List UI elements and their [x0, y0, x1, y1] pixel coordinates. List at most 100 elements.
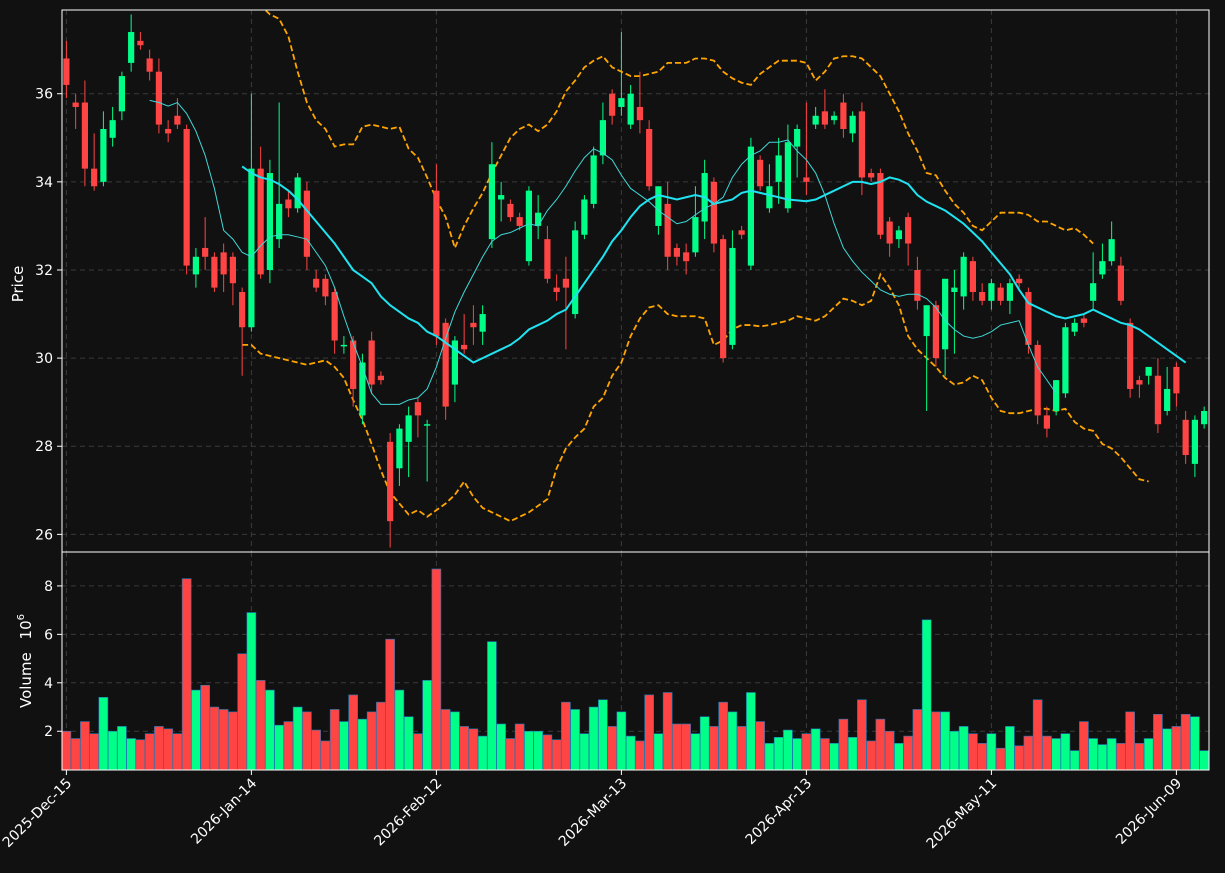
volume-bar	[1088, 738, 1098, 771]
volume-bar	[394, 689, 405, 771]
candle	[128, 14, 135, 72]
candle-body	[1164, 388, 1171, 411]
volume-bar	[191, 689, 201, 771]
volume-bar	[727, 711, 738, 771]
volume-bar	[1023, 735, 1034, 771]
candle-body	[840, 102, 847, 129]
candle-body	[969, 261, 976, 293]
candle-body	[118, 76, 125, 112]
candle	[979, 283, 986, 306]
candle-body	[599, 120, 606, 156]
volume-bar	[468, 728, 479, 771]
candle-body	[109, 120, 116, 138]
volume-bar	[1079, 721, 1089, 771]
volume-bar	[1199, 750, 1209, 771]
candle-body	[766, 186, 773, 209]
candle-body	[757, 159, 764, 187]
candle	[683, 243, 690, 275]
candle-body	[498, 195, 505, 200]
candle-body	[572, 230, 579, 315]
candle-body	[1108, 239, 1115, 262]
candle-body	[285, 199, 292, 209]
candle-body	[451, 340, 458, 385]
candle-body	[192, 256, 199, 275]
candle	[1173, 362, 1180, 407]
candle	[923, 305, 930, 411]
candle-body	[747, 146, 754, 266]
volume-bar	[635, 740, 645, 771]
volume-bar	[931, 711, 941, 771]
volume-scale-base: 10	[17, 620, 35, 639]
candle	[599, 102, 606, 165]
volume-bar	[524, 730, 534, 771]
candle	[387, 433, 394, 548]
volume-bar	[912, 709, 923, 771]
volume-bar	[1190, 716, 1200, 771]
candle-body	[562, 278, 569, 288]
candle-body	[1154, 375, 1161, 425]
candle	[840, 93, 847, 138]
candle-body	[488, 164, 495, 240]
candle	[775, 137, 782, 204]
volume-bar	[357, 718, 368, 771]
upper-band-line	[263, 10, 1094, 251]
volume-bar	[764, 743, 775, 771]
candle-body	[535, 212, 542, 226]
volume-tick-label: 6	[44, 627, 53, 643]
volume-bar	[607, 726, 617, 771]
candle-body	[202, 247, 209, 257]
candle-body	[165, 128, 172, 134]
candle-body	[322, 278, 329, 297]
candle	[313, 269, 320, 293]
volume-bar	[255, 680, 266, 771]
volume-bar	[144, 733, 155, 771]
candle-body	[340, 344, 347, 347]
candle	[1201, 406, 1208, 429]
candle-body	[63, 58, 70, 85]
volume-bar	[292, 706, 303, 771]
volume-bar	[477, 735, 488, 771]
volume-bar	[1125, 711, 1135, 771]
volume-bar	[496, 723, 506, 771]
candle-body	[812, 115, 819, 125]
candle-body	[350, 340, 357, 389]
volume-bar	[875, 718, 886, 771]
candle	[276, 102, 283, 248]
candle	[155, 58, 162, 134]
candles	[63, 14, 1208, 548]
candle-body	[905, 217, 912, 244]
price-tick-label: 28	[35, 439, 53, 455]
volume-bar	[709, 726, 719, 771]
candle-body	[433, 190, 440, 337]
volume-bar	[542, 734, 553, 771]
volume-y-axis-label: Volume 106	[16, 614, 35, 708]
price-y-axis-label: Price	[9, 266, 27, 303]
candle-body	[692, 217, 699, 253]
volume-y-axis-label-text: Volume	[17, 652, 35, 708]
candle	[72, 93, 79, 129]
candle	[1154, 358, 1161, 434]
candle-body	[803, 177, 810, 182]
volume-bar	[200, 684, 210, 771]
candle-body	[183, 128, 190, 266]
candle-body	[294, 177, 301, 209]
candle-body	[729, 247, 736, 345]
candle	[951, 269, 958, 354]
candle	[784, 124, 791, 213]
price-tick-label: 32	[35, 263, 53, 279]
candle-body	[1053, 380, 1060, 411]
volume-bar	[1162, 728, 1172, 771]
candle-body	[877, 173, 884, 235]
candle	[322, 274, 329, 306]
candle	[618, 32, 625, 116]
candle	[673, 243, 680, 266]
candle-body	[932, 305, 939, 359]
candle	[239, 287, 246, 376]
volume-tick-label: 8	[44, 579, 53, 595]
candle	[1191, 415, 1198, 478]
candle-body	[359, 362, 366, 416]
candle	[1090, 252, 1097, 310]
candle	[118, 71, 125, 121]
volume-bar	[450, 711, 460, 771]
candle	[1053, 380, 1060, 416]
